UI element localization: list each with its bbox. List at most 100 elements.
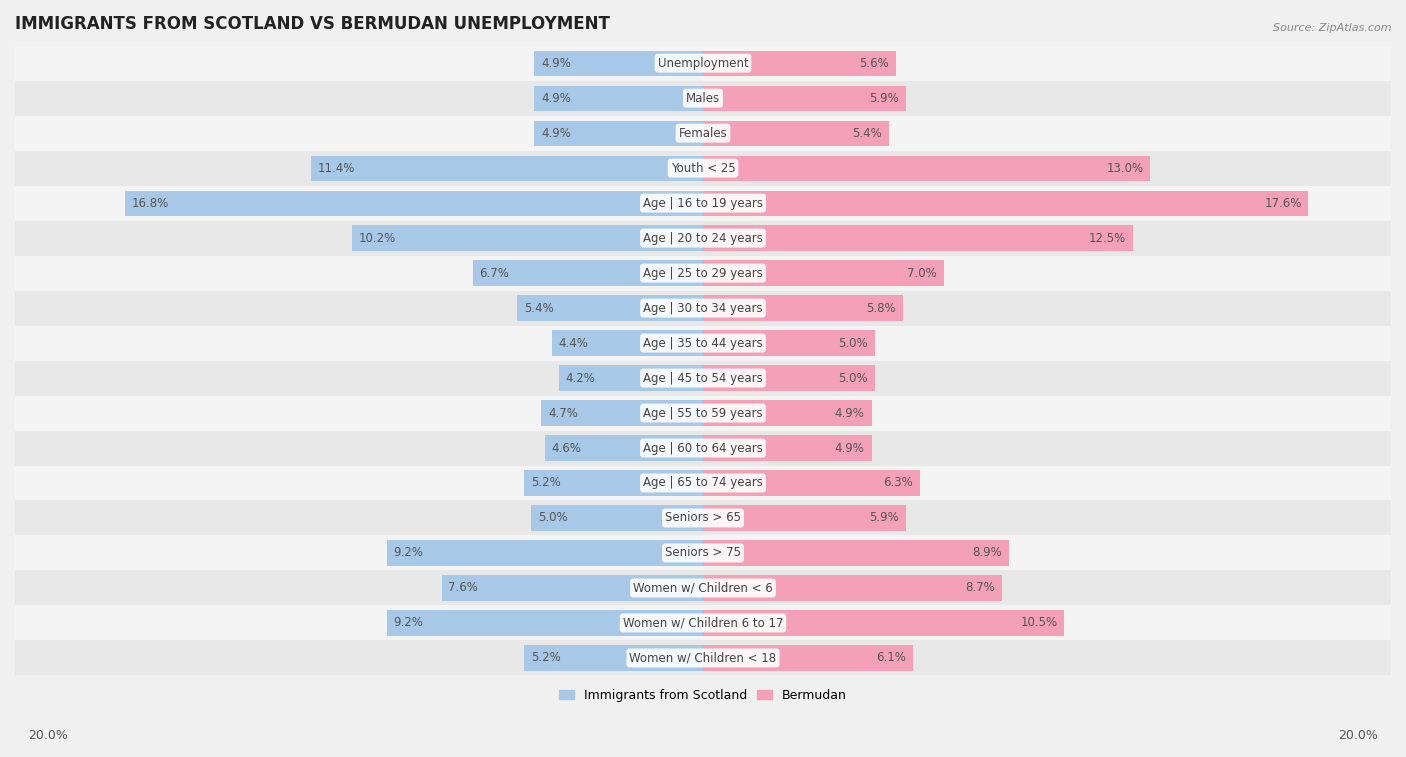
Text: Age | 45 to 54 years: Age | 45 to 54 years — [643, 372, 763, 385]
Text: 20.0%: 20.0% — [1339, 729, 1378, 742]
Text: 5.4%: 5.4% — [524, 301, 554, 315]
Text: 11.4%: 11.4% — [318, 162, 356, 175]
Bar — [15, 116, 1391, 151]
Text: 12.5%: 12.5% — [1088, 232, 1126, 245]
Text: Women w/ Children < 6: Women w/ Children < 6 — [633, 581, 773, 594]
Text: Seniors > 65: Seniors > 65 — [665, 512, 741, 525]
Bar — [352, 226, 703, 251]
Text: 5.9%: 5.9% — [869, 92, 898, 104]
Text: Age | 60 to 64 years: Age | 60 to 64 years — [643, 441, 763, 454]
Text: 10.2%: 10.2% — [359, 232, 396, 245]
Bar — [544, 435, 703, 460]
Bar — [15, 640, 1391, 675]
Bar — [703, 120, 889, 146]
Text: 4.9%: 4.9% — [541, 126, 571, 139]
Bar — [15, 45, 1391, 81]
Bar — [125, 191, 703, 216]
Text: 5.4%: 5.4% — [852, 126, 882, 139]
Text: 8.9%: 8.9% — [973, 547, 1002, 559]
Bar — [387, 610, 703, 636]
Bar — [472, 260, 703, 285]
Text: Source: ZipAtlas.com: Source: ZipAtlas.com — [1274, 23, 1392, 33]
Bar — [703, 366, 875, 391]
Text: 16.8%: 16.8% — [132, 197, 169, 210]
Text: 5.0%: 5.0% — [538, 512, 568, 525]
Text: 4.9%: 4.9% — [835, 441, 865, 454]
Text: 7.6%: 7.6% — [449, 581, 478, 594]
Text: Age | 30 to 34 years: Age | 30 to 34 years — [643, 301, 763, 315]
Bar — [551, 331, 703, 356]
Bar — [534, 86, 703, 111]
Text: 4.9%: 4.9% — [835, 407, 865, 419]
Bar — [703, 470, 920, 496]
Bar — [441, 575, 703, 600]
Text: 9.2%: 9.2% — [394, 616, 423, 630]
Text: Age | 55 to 59 years: Age | 55 to 59 years — [643, 407, 763, 419]
Text: Age | 65 to 74 years: Age | 65 to 74 years — [643, 476, 763, 490]
Bar — [15, 500, 1391, 535]
Bar — [703, 51, 896, 76]
Bar — [703, 295, 903, 321]
Bar — [311, 155, 703, 181]
Bar — [15, 256, 1391, 291]
Bar — [703, 506, 905, 531]
Text: 17.6%: 17.6% — [1264, 197, 1302, 210]
Bar — [15, 396, 1391, 431]
Text: 5.8%: 5.8% — [866, 301, 896, 315]
Bar — [517, 295, 703, 321]
Text: 9.2%: 9.2% — [394, 547, 423, 559]
Text: Age | 16 to 19 years: Age | 16 to 19 years — [643, 197, 763, 210]
Text: 4.9%: 4.9% — [541, 57, 571, 70]
Text: 20.0%: 20.0% — [28, 729, 67, 742]
Text: 5.2%: 5.2% — [531, 476, 561, 490]
Bar — [531, 506, 703, 531]
Bar — [703, 400, 872, 425]
Text: 4.6%: 4.6% — [551, 441, 582, 454]
Bar — [15, 291, 1391, 326]
Bar — [524, 645, 703, 671]
Text: Males: Males — [686, 92, 720, 104]
Bar — [558, 366, 703, 391]
Bar — [534, 51, 703, 76]
Bar — [15, 326, 1391, 360]
Bar — [703, 540, 1010, 565]
Text: Unemployment: Unemployment — [658, 57, 748, 70]
Text: 13.0%: 13.0% — [1107, 162, 1143, 175]
Bar — [703, 435, 872, 460]
Text: 4.9%: 4.9% — [541, 92, 571, 104]
Bar — [15, 535, 1391, 571]
Bar — [15, 606, 1391, 640]
Text: Age | 20 to 24 years: Age | 20 to 24 years — [643, 232, 763, 245]
Text: 4.7%: 4.7% — [548, 407, 578, 419]
Text: 4.2%: 4.2% — [565, 372, 595, 385]
Text: Women w/ Children 6 to 17: Women w/ Children 6 to 17 — [623, 616, 783, 630]
Text: 6.7%: 6.7% — [479, 266, 509, 279]
Text: Youth < 25: Youth < 25 — [671, 162, 735, 175]
Legend: Immigrants from Scotland, Bermudan: Immigrants from Scotland, Bermudan — [554, 684, 852, 707]
Bar — [15, 466, 1391, 500]
Text: 7.0%: 7.0% — [907, 266, 936, 279]
Bar — [15, 220, 1391, 256]
Text: Age | 25 to 29 years: Age | 25 to 29 years — [643, 266, 763, 279]
Text: IMMIGRANTS FROM SCOTLAND VS BERMUDAN UNEMPLOYMENT: IMMIGRANTS FROM SCOTLAND VS BERMUDAN UNE… — [15, 15, 610, 33]
Bar — [703, 610, 1064, 636]
Bar — [15, 431, 1391, 466]
Bar — [703, 191, 1309, 216]
Bar — [703, 260, 943, 285]
Bar — [387, 540, 703, 565]
Text: 6.1%: 6.1% — [876, 652, 905, 665]
Bar — [15, 81, 1391, 116]
Bar — [703, 226, 1133, 251]
Bar — [15, 151, 1391, 185]
Text: 5.0%: 5.0% — [838, 337, 868, 350]
Bar — [15, 571, 1391, 606]
Text: 5.0%: 5.0% — [838, 372, 868, 385]
Bar — [15, 360, 1391, 396]
Text: 5.6%: 5.6% — [859, 57, 889, 70]
Text: 6.3%: 6.3% — [883, 476, 912, 490]
Text: Females: Females — [679, 126, 727, 139]
Bar — [534, 120, 703, 146]
Text: 8.7%: 8.7% — [966, 581, 995, 594]
Text: 4.4%: 4.4% — [558, 337, 588, 350]
Text: Seniors > 75: Seniors > 75 — [665, 547, 741, 559]
